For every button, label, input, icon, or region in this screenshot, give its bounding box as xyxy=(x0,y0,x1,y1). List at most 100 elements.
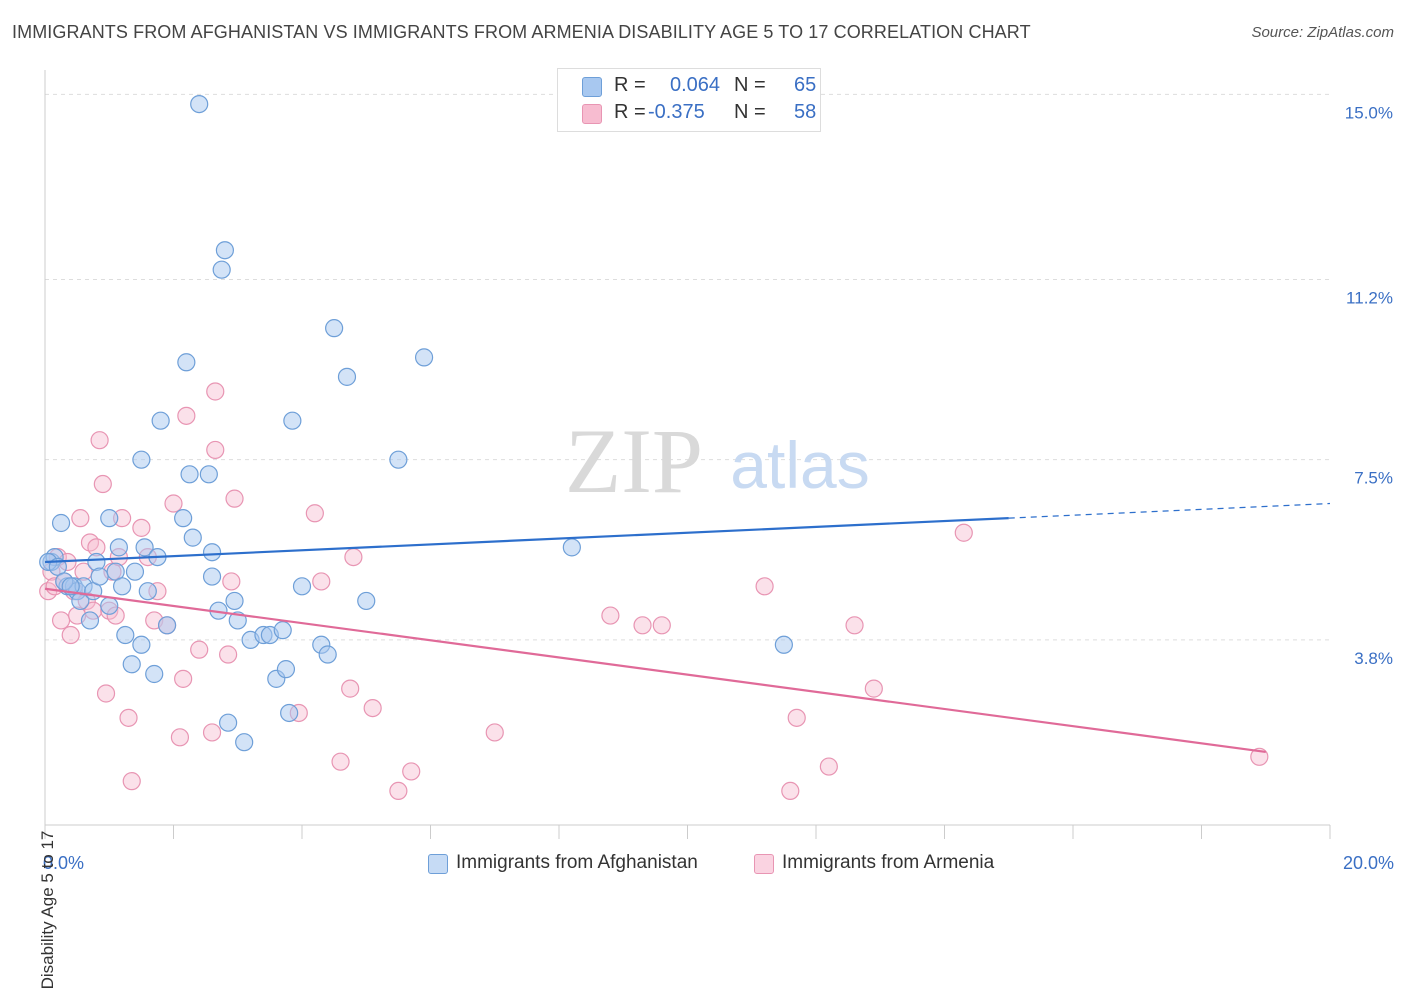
data-point-armenia xyxy=(222,572,241,591)
data-point-armenia xyxy=(819,757,838,776)
data-point-armenia xyxy=(93,474,112,494)
data-point-armenia xyxy=(190,640,209,659)
data-point-afghanistan xyxy=(132,635,151,654)
watermark-zip: ZIP xyxy=(565,410,703,512)
data-point-armenia xyxy=(485,723,504,742)
y-tick-label: 15.0% xyxy=(1345,103,1393,122)
data-point-armenia xyxy=(389,781,408,801)
data-point-armenia xyxy=(164,494,183,513)
data-point-afghanistan xyxy=(235,733,254,752)
data-point-armenia xyxy=(787,708,806,727)
data-point-afghanistan xyxy=(325,319,344,338)
data-point-afghanistan xyxy=(100,509,119,528)
data-point-afghanistan xyxy=(357,591,376,611)
data-point-afghanistan xyxy=(219,713,238,732)
data-point-afghanistan xyxy=(51,513,71,533)
legend-n-label: N = xyxy=(734,74,766,96)
data-point-armenia xyxy=(312,572,331,591)
data-point-armenia xyxy=(90,431,109,450)
data-point-armenia xyxy=(122,772,141,791)
trend-line-afghanistan xyxy=(44,517,1009,564)
data-point-afghanistan xyxy=(199,465,218,484)
legend-label-afghanistan: Immigrants from Afghanistan xyxy=(456,852,698,873)
y-axis-label: Disability Age 5 to 17 xyxy=(38,830,57,989)
legend-r-label: R = xyxy=(614,101,646,123)
y-tick-label: 11.2% xyxy=(1346,288,1393,307)
data-point-afghanistan xyxy=(177,353,196,372)
data-point-armenia xyxy=(845,616,864,635)
data-point-armenia xyxy=(633,616,652,635)
trend-line-armenia xyxy=(44,587,1266,754)
grid-lines xyxy=(45,93,1330,641)
data-point-afghanistan xyxy=(225,591,244,611)
legend-label-armenia: Immigrants from Armenia xyxy=(782,852,995,873)
trend-lines xyxy=(44,502,1331,754)
x-tick-label: 20.0% xyxy=(1343,853,1394,873)
legend-swatch-afghanistan xyxy=(428,854,448,874)
legend-n-label: N = xyxy=(734,101,766,123)
data-point-afghanistan xyxy=(183,528,202,547)
trend-extension-afghanistan xyxy=(1008,502,1331,519)
data-point-afghanistan xyxy=(215,241,234,260)
data-point-afghanistan xyxy=(151,411,170,430)
data-point-afghanistan xyxy=(318,645,337,664)
data-point-afghanistan xyxy=(562,538,581,557)
series-afghanistan-points xyxy=(39,94,793,752)
data-point-armenia xyxy=(781,781,800,801)
data-point-armenia xyxy=(954,523,973,542)
data-point-armenia xyxy=(402,762,421,781)
data-point-afghanistan xyxy=(389,450,408,469)
data-point-armenia xyxy=(363,698,382,718)
legend-r-value: -0.375 xyxy=(648,101,705,123)
data-point-armenia xyxy=(755,577,774,596)
chart-title: IMMIGRANTS FROM AFGHANISTAN VS IMMIGRANT… xyxy=(12,22,1031,42)
data-point-armenia xyxy=(202,723,222,742)
data-point-afghanistan xyxy=(202,543,222,562)
data-point-afghanistan xyxy=(190,94,209,114)
data-point-armenia xyxy=(96,684,116,703)
data-point-armenia xyxy=(601,606,620,625)
tick-labels: 3.8% 7.5% 11.2% 15.0% 0.0% 20.0% xyxy=(43,103,1394,873)
scatter-plot: ZIP atlas 3.8% 7.5% 11.2% 15.0% 0.0% 20.0% xyxy=(39,70,1394,873)
data-point-armenia xyxy=(119,708,138,727)
data-point-armenia xyxy=(225,489,244,508)
data-point-afghanistan xyxy=(157,616,177,635)
axes xyxy=(44,70,1331,839)
data-point-afghanistan xyxy=(174,509,193,528)
legend-swatch-armenia xyxy=(754,854,774,874)
stats-legend: R = 0.064 N = 65 R = -0.375 N = 58 xyxy=(557,68,821,132)
data-point-afghanistan xyxy=(100,596,119,615)
data-point-armenia xyxy=(71,509,90,528)
data-point-afghanistan xyxy=(292,577,312,596)
data-point-afghanistan xyxy=(337,367,357,386)
source-label: Source: ZipAtlas.com xyxy=(1251,24,1394,41)
data-point-afghanistan xyxy=(116,625,135,645)
data-point-afghanistan xyxy=(145,664,164,684)
data-point-afghanistan xyxy=(125,562,145,581)
y-tick-label: 3.8% xyxy=(1354,649,1393,668)
watermark-atlas: atlas xyxy=(730,428,869,502)
data-point-afghanistan xyxy=(414,348,434,367)
data-point-afghanistan xyxy=(135,538,154,557)
data-point-afghanistan xyxy=(80,611,100,630)
data-point-armenia xyxy=(170,728,190,747)
data-point-armenia xyxy=(61,625,80,645)
data-point-armenia xyxy=(206,382,225,401)
data-point-afghanistan xyxy=(212,260,231,279)
data-point-afghanistan xyxy=(132,450,151,469)
data-point-afghanistan xyxy=(122,655,141,674)
legend-r-label: R = xyxy=(614,74,646,96)
data-point-afghanistan xyxy=(112,577,132,596)
data-point-armenia xyxy=(344,547,363,567)
data-point-armenia xyxy=(652,616,671,635)
legend-n-value: 65 xyxy=(794,74,817,96)
data-point-armenia xyxy=(174,669,193,688)
data-point-armenia xyxy=(331,752,350,771)
data-point-armenia xyxy=(341,679,360,698)
data-point-armenia xyxy=(864,679,883,698)
data-point-afghanistan xyxy=(138,582,157,601)
legend-swatch-afghanistan xyxy=(582,77,602,97)
data-point-armenia xyxy=(177,406,196,425)
data-point-armenia xyxy=(51,611,71,630)
data-point-afghanistan xyxy=(90,567,109,586)
